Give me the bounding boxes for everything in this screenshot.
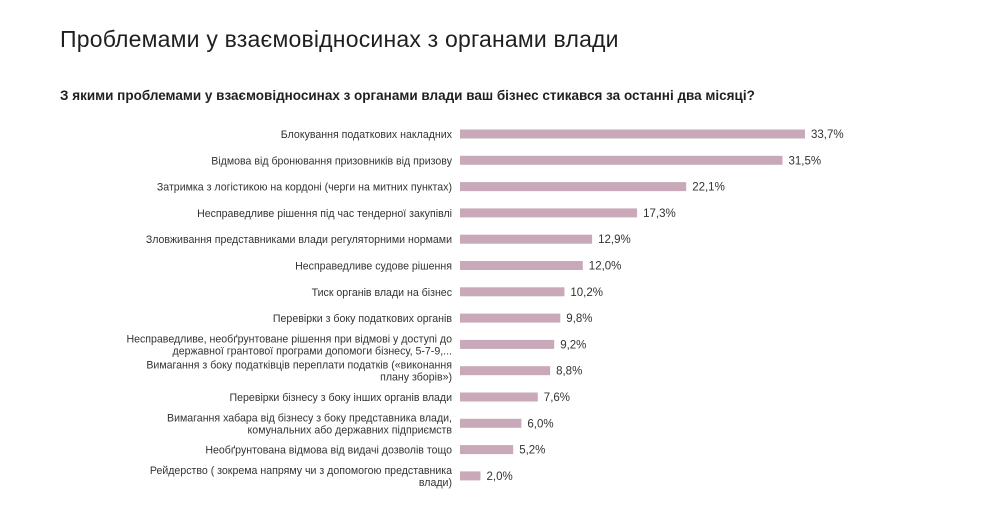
- data-label: 10,2%: [570, 287, 603, 299]
- bar: [460, 418, 522, 428]
- category-label: Блокування податкових накладних: [281, 129, 453, 141]
- category-label: Тиск органів влади на бізнес: [312, 287, 453, 299]
- bar: [460, 392, 538, 402]
- category-label: Необґрунтована відмова від видачі дозвол…: [205, 445, 452, 457]
- bar: [460, 129, 805, 139]
- bar: [460, 339, 555, 349]
- category-label: Рейдерство ( зокрема напряму чи з допомо…: [150, 465, 452, 477]
- category-label: Вимагання з боку податківців переплати п…: [146, 360, 452, 372]
- category-label: комунальних або державних підприємств: [248, 424, 453, 436]
- bar: [460, 234, 593, 244]
- category-label: державної грантової програми допомоги бі…: [173, 345, 452, 357]
- data-label: 6,0%: [527, 418, 553, 430]
- bar: [460, 182, 687, 192]
- category-label: плану зборів»): [380, 372, 452, 384]
- data-label: 2,0%: [487, 471, 513, 483]
- category-label: Перевірки з боку податкових органів: [273, 313, 452, 325]
- bar: [460, 155, 783, 165]
- data-label: 22,1%: [692, 182, 725, 194]
- data-label: 9,8%: [566, 313, 592, 325]
- bar: [460, 366, 551, 376]
- category-label: влади): [419, 477, 452, 489]
- data-label: 8,8%: [556, 366, 582, 378]
- data-label: 12,0%: [589, 261, 622, 273]
- data-label: 12,9%: [598, 234, 631, 246]
- data-label: 33,7%: [811, 129, 844, 141]
- bar: [460, 471, 481, 481]
- category-label: Вимагання хабара від бізнесу з боку пред…: [167, 412, 452, 424]
- bar: [460, 208, 638, 218]
- data-label: 31,5%: [789, 155, 822, 167]
- category-label: Перевірки бізнесу з боку інших органів в…: [230, 392, 453, 404]
- category-label: Зловживання представниками влади регулят…: [146, 234, 452, 246]
- data-label: 17,3%: [643, 208, 676, 220]
- category-label: Несправедливе рішення під час тендерної …: [197, 208, 452, 220]
- category-label: Відмова від бронювання призовників від п…: [211, 155, 452, 167]
- bar: [460, 313, 561, 323]
- page-title: Проблемами у взаємовідносинах з органами…: [60, 26, 619, 52]
- bar: [460, 287, 565, 297]
- category-label: Несправедливе, необґрунтоване рішення пр…: [126, 333, 452, 345]
- data-label: 5,2%: [519, 445, 545, 457]
- bar: [460, 261, 583, 270]
- data-label: 9,2%: [560, 339, 586, 351]
- category-label: Несправедливе судове рішення: [295, 261, 452, 273]
- bar: [460, 445, 514, 455]
- category-label: Затримка з логістикою на кордоні (черги …: [157, 182, 452, 194]
- data-label: 7,6%: [544, 392, 570, 404]
- chart-title: З якими проблемами у взаємовідносинах з …: [60, 88, 755, 103]
